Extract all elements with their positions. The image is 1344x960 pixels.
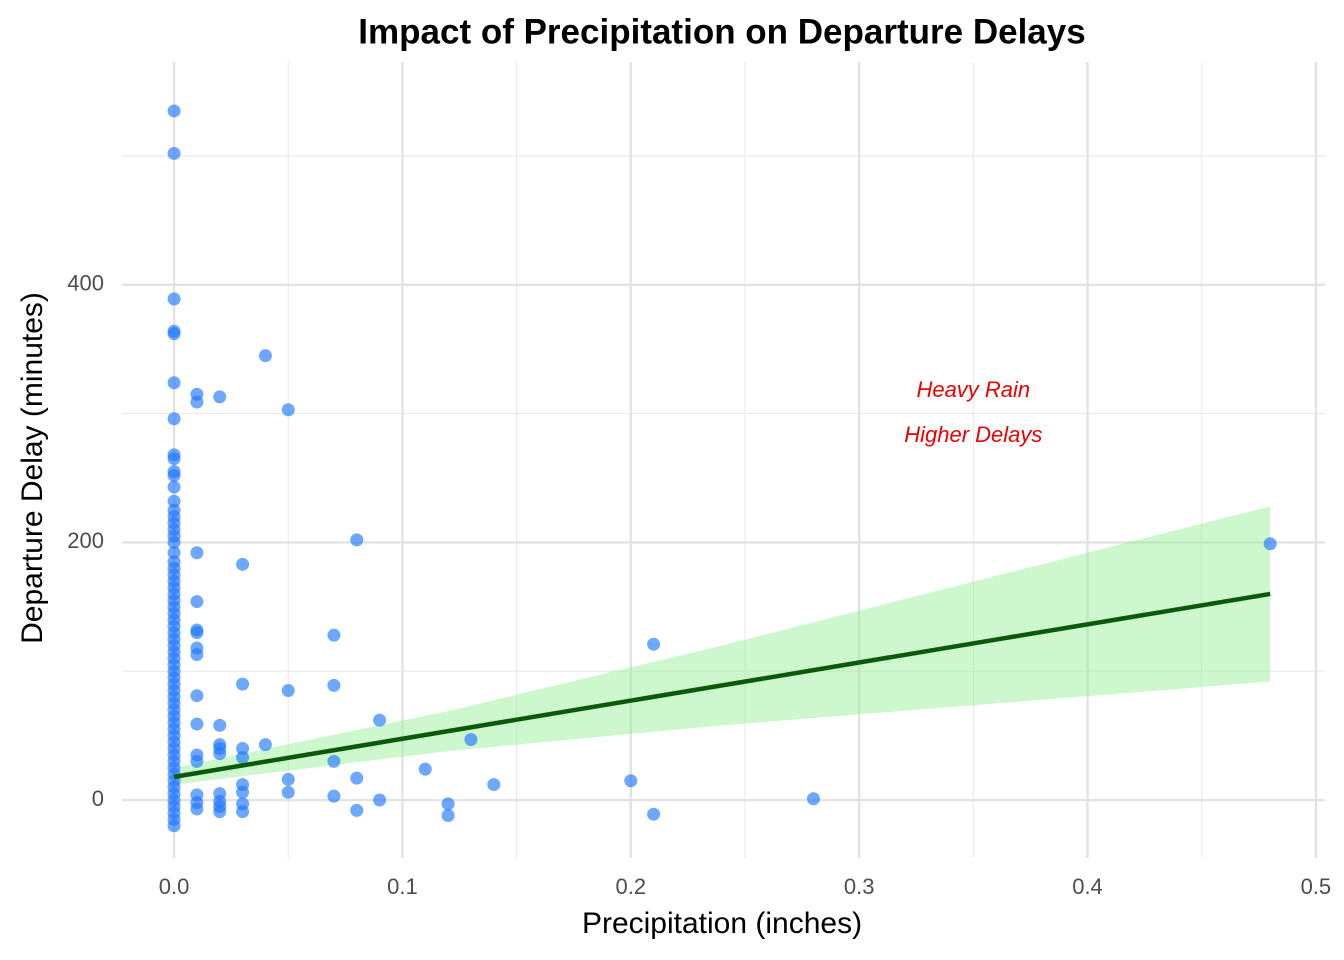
point <box>167 468 181 482</box>
x-tick-label: 0.4 <box>1072 874 1103 899</box>
point <box>167 412 181 426</box>
point <box>167 327 181 341</box>
point <box>190 802 204 816</box>
point <box>213 747 227 761</box>
point <box>167 104 181 118</box>
point <box>281 772 295 786</box>
point <box>647 637 661 651</box>
point <box>647 807 661 821</box>
point <box>190 754 204 768</box>
point <box>167 452 181 466</box>
x-tick-label: 0.3 <box>844 874 875 899</box>
point <box>281 403 295 417</box>
point <box>327 678 341 692</box>
y-axis-title: Departure Delay (minutes) <box>16 292 49 644</box>
point <box>373 713 387 727</box>
point <box>350 533 364 547</box>
point <box>350 803 364 817</box>
y-tick-label: 200 <box>67 528 104 553</box>
point <box>213 390 227 404</box>
point <box>441 808 455 822</box>
point <box>418 762 432 776</box>
x-axis-title: Precipitation (inches) <box>582 907 862 940</box>
point <box>236 751 250 765</box>
point <box>350 771 364 785</box>
point <box>167 535 181 549</box>
x-tick-label: 0.0 <box>159 874 190 899</box>
point <box>236 677 250 691</box>
x-tick-label: 0.5 <box>1301 874 1332 899</box>
point <box>1263 537 1277 551</box>
point <box>258 738 272 752</box>
point <box>327 754 341 768</box>
point <box>213 805 227 819</box>
point <box>167 376 181 390</box>
point <box>167 546 181 560</box>
chart-title: Impact of Precipitation on Departure Del… <box>358 12 1085 51</box>
point <box>624 774 638 788</box>
point <box>190 717 204 731</box>
y-tick-label: 400 <box>67 271 104 296</box>
point <box>258 349 272 363</box>
point <box>167 480 181 494</box>
point <box>281 684 295 698</box>
point <box>281 785 295 799</box>
point <box>236 742 250 756</box>
point <box>806 792 820 806</box>
annotation: Higher Delays <box>904 422 1042 447</box>
point <box>327 628 341 642</box>
point <box>327 789 341 803</box>
confidence-band <box>174 506 1271 785</box>
point <box>190 546 204 560</box>
point <box>487 778 501 792</box>
point <box>190 647 204 661</box>
point <box>464 733 478 747</box>
point <box>213 718 227 732</box>
point <box>236 785 250 799</box>
y-tick-label: 0 <box>92 786 104 811</box>
point <box>167 292 181 306</box>
point <box>190 626 204 640</box>
point <box>236 805 250 819</box>
point <box>167 146 181 160</box>
annotation: Heavy Rain <box>916 377 1030 402</box>
x-tick-label: 0.2 <box>615 874 646 899</box>
point <box>167 494 181 508</box>
point <box>190 689 204 703</box>
x-tick-label: 0.1 <box>387 874 418 899</box>
point <box>236 557 250 571</box>
regression-line <box>173 591 1271 780</box>
point <box>190 395 204 409</box>
point <box>167 819 181 833</box>
point <box>190 595 204 609</box>
point <box>373 793 387 807</box>
point <box>441 797 455 811</box>
